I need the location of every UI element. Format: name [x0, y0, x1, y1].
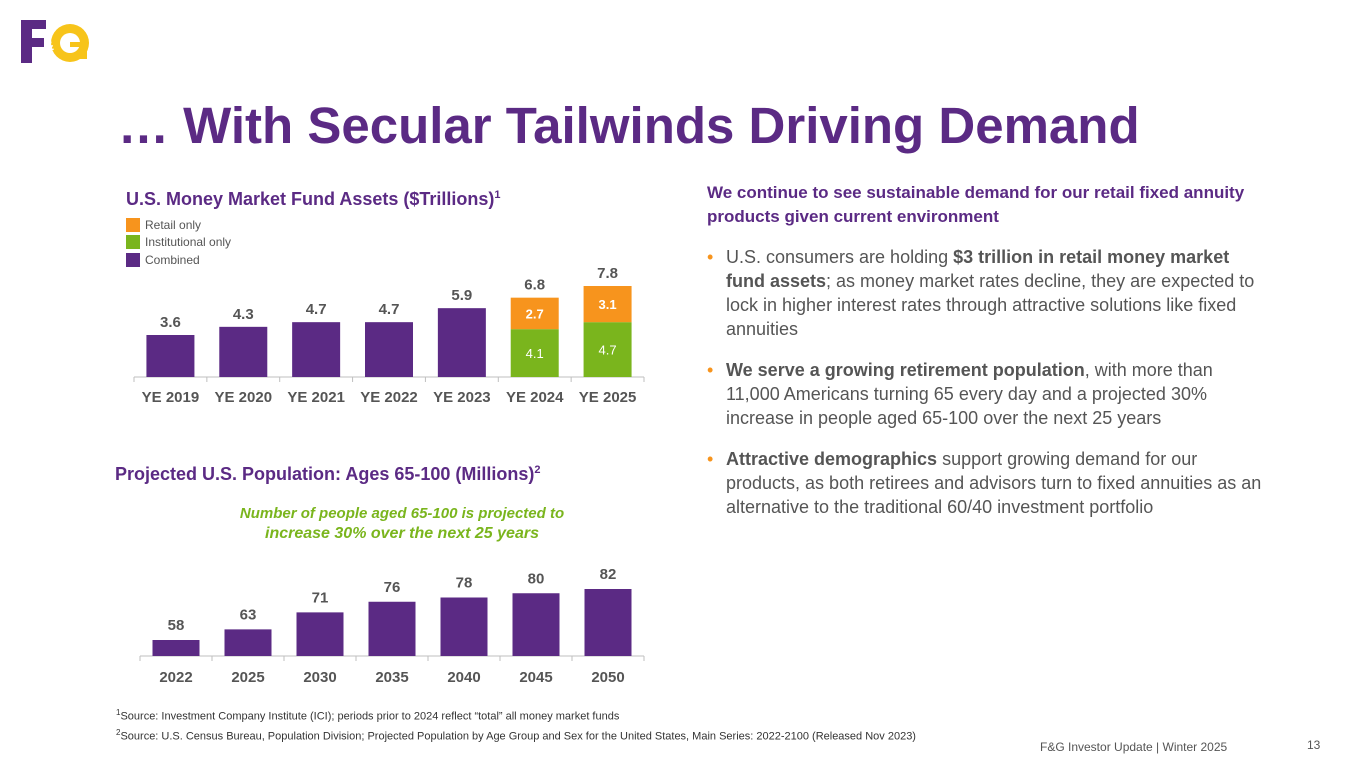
footnote-1: 1Source: Investment Company Institute (I… [116, 705, 916, 725]
institutional-value-label: 4.7 [599, 343, 617, 358]
population-value-label: 80 [528, 570, 545, 587]
total-value-label: 4.3 [233, 306, 254, 323]
bar-combined [292, 322, 341, 377]
legend-retail: Retail only [126, 216, 231, 234]
bullet-3-post: support growing demand for our products,… [726, 449, 1262, 517]
right-column: We continue to see sustainable demand fo… [707, 181, 1262, 536]
bullet-3-bold: Attractive demographics [726, 449, 938, 469]
population-value-label: 58 [168, 617, 185, 634]
x-tick-label: 2040 [447, 669, 480, 686]
footnote-2: 2Source: U.S. Census Bureau, Population … [116, 725, 916, 745]
footnote-2-sup: 2 [116, 727, 121, 737]
chart1-title: U.S. Money Market Fund Assets ($Trillion… [126, 189, 501, 210]
bar-institutional [583, 322, 632, 377]
chart2-title: Projected U.S. Population: Ages 65-100 (… [115, 464, 541, 485]
population-value-label: 63 [240, 606, 257, 623]
x-tick-label: YE 2022 [360, 389, 418, 406]
bar-combined [219, 326, 268, 377]
bullet-item: • We serve a growing retirement populatio… [707, 358, 1262, 430]
x-tick-label: YE 2025 [579, 389, 637, 406]
bullet-item: • U.S. consumers are holding $3 trillion … [707, 245, 1262, 341]
bar-combined [365, 322, 413, 377]
retail-value-label: 3.1 [599, 297, 617, 312]
total-value-label: 3.6 [160, 314, 181, 331]
bar-retail [583, 286, 632, 323]
chart1-title-sup: 1 [494, 189, 501, 201]
bullet-item: • Attractive demographics support growing… [707, 447, 1262, 519]
total-value-label: 4.7 [306, 301, 327, 318]
fg-logo: & [21, 20, 89, 63]
annotation-line1: Number of people aged 65-100 is projecte… [239, 505, 565, 522]
legend-combined: Combined [126, 251, 231, 269]
bar-population [584, 589, 632, 656]
right-heading: We continue to see sustainable demand fo… [707, 183, 1245, 226]
bullet-dot: • [707, 247, 714, 267]
chart1-title-text: U.S. Money Market Fund Assets ($Trillion… [126, 189, 495, 209]
bar-population [224, 629, 272, 656]
footnotes: 1Source: Investment Company Institute (I… [116, 705, 916, 744]
x-tick-label: YE 2024 [506, 389, 564, 406]
footnote-1-sup: 1 [116, 708, 121, 717]
bullet-1-pre: U.S. consumers are holding [726, 247, 954, 267]
page-number: 13 [1307, 738, 1321, 752]
page-title: … With Secular Tailwinds Driving Demand [118, 97, 1140, 154]
population-chart: 58 2022 63 2025 71 2030 76 2035 78 2040 80 2045 82 20… [139, 566, 645, 686]
legend-institutional-label: Institutional only [145, 235, 232, 250]
bar-combined [437, 308, 486, 377]
legend-retail-swatch [126, 217, 140, 232]
bullet-2-bold: We serve a growing retirement population [726, 360, 1085, 380]
population-value-label: 82 [600, 566, 617, 583]
legend-combined-swatch [126, 252, 140, 267]
footnote-1-text: Source: Investment Company Institute (IC… [120, 710, 620, 723]
population-value-label: 78 [456, 575, 473, 592]
x-tick-label: 2030 [303, 669, 336, 686]
x-tick-label: 2045 [519, 669, 552, 686]
bar-population [296, 612, 344, 656]
retail-value-label: 2.7 [526, 306, 544, 321]
bullet-list: • U.S. consumers are holding $3 trillion … [707, 245, 1262, 519]
legend-combined-label: Combined [145, 252, 200, 267]
bullet-1-bold: $3 trillion in retail money market fund … [726, 247, 1230, 291]
population-value-label: 76 [384, 579, 401, 596]
total-value-label: 7.8 [597, 265, 618, 282]
x-tick-label: YE 2019 [142, 389, 200, 406]
bullet-dot: • [707, 449, 714, 469]
total-value-label: 5.9 [451, 287, 472, 304]
chart2-title-sup: 2 [534, 464, 541, 476]
population-value-label: 71 [312, 589, 329, 606]
x-tick-label: YE 2023 [433, 389, 491, 406]
bar-population [152, 640, 200, 656]
legend-institutional-swatch [126, 235, 140, 250]
x-tick-label: 2050 [591, 669, 624, 686]
bar-retail [510, 297, 559, 330]
svg-text:&: & [44, 37, 54, 53]
chart2-annotation: Number of people aged 65-100 is projecte… [202, 504, 602, 544]
bar-population [368, 601, 416, 656]
footer-text: F&G Investor Update | Winter 2025 [1040, 740, 1228, 754]
chart1-legend: Retail only Institutional only Combined [126, 216, 231, 269]
legend-retail-label: Retail only [145, 217, 202, 232]
x-tick-label: YE 2020 [215, 389, 273, 406]
footnote-2-text: Source: U.S. Census Bureau, Population D… [120, 730, 916, 743]
x-tick-label: 2035 [375, 669, 408, 686]
bar-institutional [510, 329, 559, 377]
x-tick-label: YE 2021 [287, 389, 345, 406]
money-market-chart: 3.6 YE 2019 4.3 YE 2020 4.7 YE 2021 4.7 YE 2022… [133, 265, 645, 406]
bar-combined [146, 335, 195, 377]
annotation-line2: increase 30% over the next 25 years [265, 525, 539, 542]
chart2-title-text: Projected U.S. Population: Ages 65-100 (… [115, 464, 535, 484]
bullet-2-post: , with more than 11,000 Americans turnin… [726, 360, 1213, 428]
bar-population [440, 597, 488, 656]
total-value-label: 6.8 [524, 277, 545, 294]
bullet-dot: • [707, 360, 714, 380]
legend-institutional: Institutional only [126, 234, 231, 252]
x-tick-label: 2022 [159, 669, 192, 686]
total-value-label: 4.7 [379, 301, 400, 318]
institutional-value-label: 4.1 [526, 346, 544, 361]
bar-population [512, 593, 560, 656]
bullet-1-post: ; as money market rates decline, they ar… [726, 271, 1255, 339]
x-tick-label: 2025 [231, 669, 264, 686]
